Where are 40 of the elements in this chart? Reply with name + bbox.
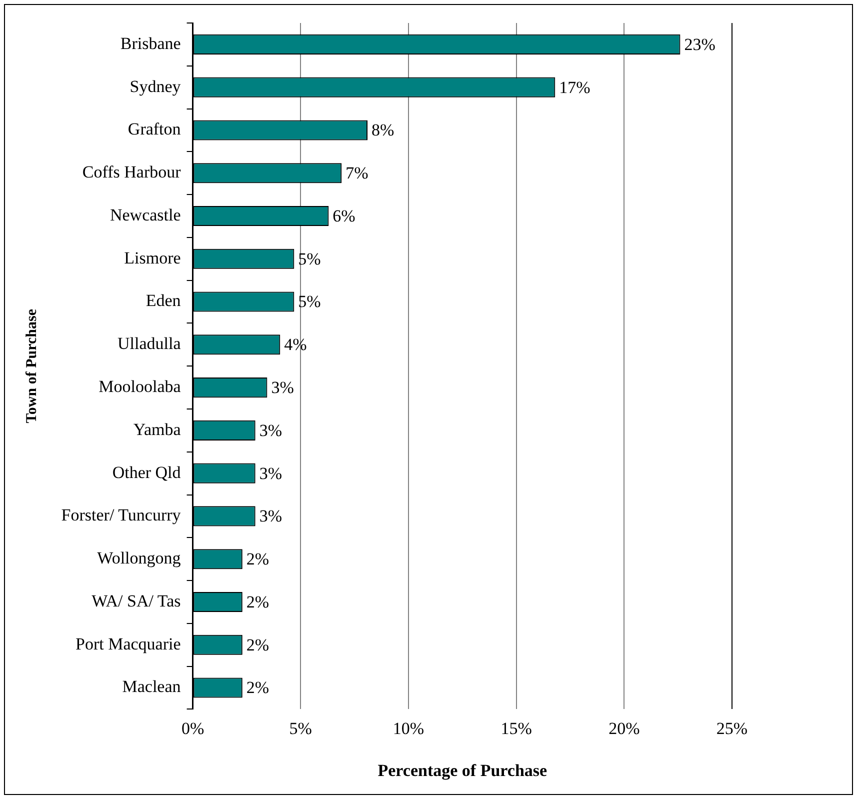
y-tick-label: Wollongong <box>97 548 182 568</box>
data-label: 2% <box>246 550 270 569</box>
data-label: 2% <box>246 678 270 698</box>
data-label: 8% <box>371 120 394 140</box>
x-tick-label: 5% <box>289 718 312 738</box>
y-tick-label: Ulladulla <box>118 334 182 354</box>
y-tick-label: Lismore <box>124 248 181 268</box>
y-tick-label: Forster/ Tuncurry <box>61 506 182 525</box>
x-tick-label: 25% <box>716 718 748 738</box>
y-tick-label: Brisbane <box>120 34 181 53</box>
y-tick-label: Coffs Harbour <box>82 162 182 182</box>
y-tick-label: Newcastle <box>110 205 181 224</box>
y-tick-label: Mooloolaba <box>98 377 182 396</box>
x-tick-label: 10% <box>392 718 424 738</box>
data-label: 3% <box>259 420 282 440</box>
y-tick-label: Port Macquarie <box>76 634 181 654</box>
y-tick-label: Eden <box>146 291 182 310</box>
data-label: 23% <box>684 34 716 54</box>
y-tick-label: Other Qld <box>112 462 182 482</box>
y-axis-title: Town of Purchase <box>24 308 40 424</box>
data-label: 3% <box>259 506 282 526</box>
data-label: 2% <box>246 592 270 612</box>
y-tick-label: Yamba <box>133 420 182 439</box>
data-label: 5% <box>298 249 321 268</box>
data-label: 6% <box>332 206 356 226</box>
data-label: 17% <box>559 78 590 97</box>
y-tick-label: Maclean <box>122 677 182 696</box>
y-tick-label: WA/ SA/ Tas <box>92 591 181 610</box>
x-tick-label: 15% <box>500 718 532 738</box>
y-tick-label: Grafton <box>128 120 182 139</box>
data-label: 5% <box>298 292 321 312</box>
x-tick-label: 20% <box>608 718 640 738</box>
y-tick-label: Sydney <box>130 76 182 96</box>
data-label: 4% <box>284 335 307 354</box>
data-label: 2% <box>246 635 270 654</box>
data-label: 3% <box>259 464 282 483</box>
x-tick-label: 0% <box>181 718 204 738</box>
x-axis-title: Percentage of Purchase <box>378 761 548 780</box>
data-label: 3% <box>271 378 294 398</box>
data-label: 7% <box>346 164 368 183</box>
